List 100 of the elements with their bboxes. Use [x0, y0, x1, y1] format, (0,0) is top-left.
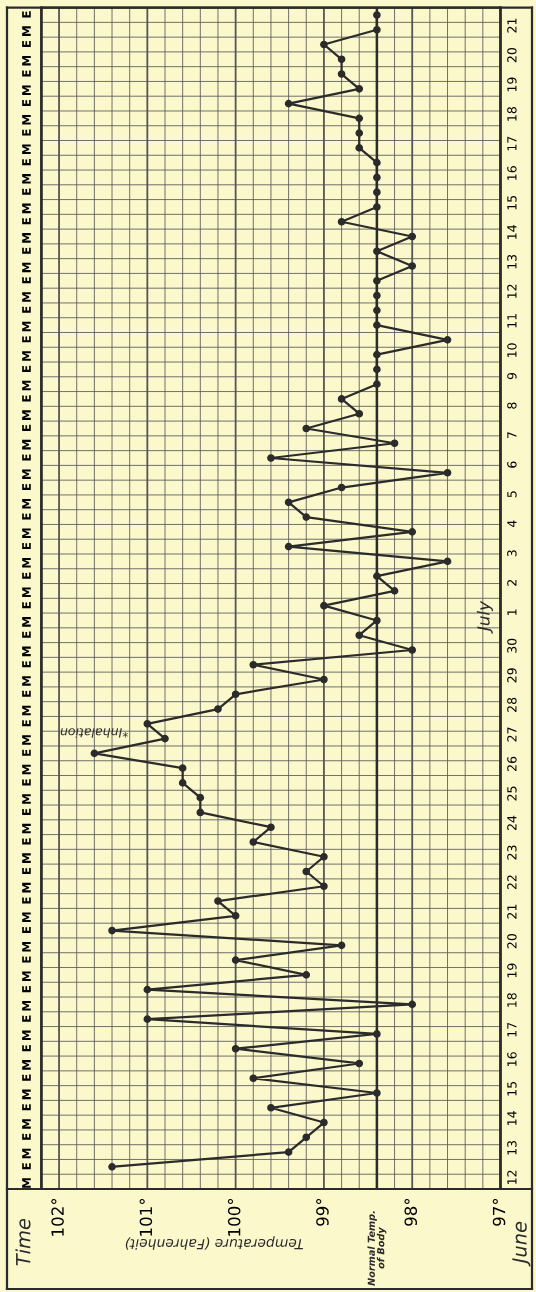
y2-tick-label: 28 — [507, 697, 517, 712]
y-tick-label: E — [22, 956, 31, 963]
y2-tick-label: 12 — [507, 284, 517, 298]
y-tick-label: E — [22, 749, 31, 756]
y-tick-label: E — [22, 483, 31, 491]
y-tick-label: E — [22, 70, 31, 77]
y-tick-label: E — [22, 306, 31, 313]
y2-tick-label: 10 — [507, 343, 517, 358]
y-tick-label: M — [22, 823, 31, 834]
y-tick-label: E — [22, 1045, 31, 1052]
x-tick-label: 97° — [492, 1198, 506, 1226]
y2-tick-label: 19 — [507, 77, 517, 92]
y-tick-label: E — [22, 661, 31, 668]
x-tick-label: 98° — [404, 1198, 418, 1226]
y-tick-label: M — [22, 380, 31, 391]
y-tick-label: M — [22, 55, 31, 66]
y2-tick-label: 4 — [507, 520, 517, 528]
y-tick-label: E — [22, 1074, 31, 1081]
y-tick-label: E — [22, 572, 31, 579]
y-tick-label: E — [22, 926, 31, 934]
y-tick-label: E — [22, 808, 31, 815]
y-tick-label: M — [22, 528, 31, 539]
y2-tick-label: 16 — [507, 166, 517, 180]
y2-tick-label: 14 — [507, 225, 517, 239]
annotation: *Inhalation — [60, 728, 129, 738]
y-tick-label: M — [22, 144, 31, 155]
y-tick-label: M — [22, 410, 31, 420]
y-tick-label: E — [22, 1163, 31, 1170]
y-tick-label: E — [22, 159, 31, 166]
y-tick-label: M — [22, 439, 31, 450]
y-tick-label: M — [22, 1060, 31, 1070]
y-tick-label: E — [22, 1133, 31, 1140]
y-tick-label: E — [22, 247, 31, 254]
y-tick-label: M — [22, 617, 31, 627]
y2-tick-label: 23 — [507, 845, 517, 860]
y-tick-label: E — [22, 129, 31, 136]
y-tick-label: M — [22, 321, 31, 332]
y2-tick-label: 30 — [507, 638, 517, 653]
y-tick-label: E — [22, 395, 31, 402]
y2-tick-label: 21 — [507, 18, 517, 33]
y-tick-label: E — [22, 336, 31, 343]
y-tick-label: M — [22, 705, 31, 716]
y2-tick-label: 24 — [507, 815, 517, 831]
annotation: July — [476, 600, 493, 634]
y-tick-label: M — [22, 971, 31, 982]
y2-tick-label: 18 — [507, 107, 517, 121]
text: June — [512, 1221, 531, 1267]
y2-tick-label: 8 — [507, 402, 517, 409]
y-tick-label: M — [22, 912, 31, 922]
y-tick-label: M — [22, 262, 31, 273]
y2-tick-label: 20 — [507, 934, 517, 949]
y-tick-label: M — [22, 557, 31, 568]
y2-tick-label: 6 — [507, 461, 517, 468]
y-tick-label: E — [22, 188, 31, 195]
y-tick-label: E — [22, 40, 31, 48]
ref-line-label: Normal Temp. of Body — [367, 1211, 387, 1286]
x-tick-label: 100° — [227, 1198, 241, 1236]
y2-tick-label: 9 — [507, 372, 517, 380]
y-tick-label: E — [22, 513, 31, 520]
y-tick-label: E — [22, 99, 31, 107]
y2-tick-label: 22 — [507, 875, 517, 890]
y-axis-title: Time — [15, 1218, 31, 1266]
y2-tick-label: 12 — [507, 1170, 517, 1185]
y-tick-label: M — [22, 676, 31, 686]
x-tick-label: 102° — [51, 1198, 64, 1236]
y-tick-label: E — [22, 720, 31, 727]
y-tick-label: E — [22, 218, 31, 225]
y-tick-label: E — [22, 454, 31, 461]
y-tick-label: E — [22, 542, 31, 550]
y2-tick-label: 27 — [507, 727, 517, 742]
y2-tick-label: 18 — [507, 993, 517, 1007]
y-tick-label: E — [22, 779, 31, 786]
y2-tick-label: 29 — [507, 668, 517, 683]
y2-tick-label: 15 — [507, 1081, 517, 1096]
y-tick-label: M — [22, 735, 31, 745]
y-tick-label: E — [22, 1015, 31, 1022]
x-tick-label: 101° — [139, 1198, 153, 1236]
y-tick-label: E — [22, 11, 31, 18]
y-tick-label: M — [22, 1001, 31, 1011]
y-tick-label: M — [22, 233, 31, 243]
y2-tick-label: 5 — [507, 491, 517, 498]
y2-tick-label: 20 — [507, 47, 517, 63]
y-tick-label: M — [22, 469, 31, 479]
y-tick-label: M — [22, 646, 31, 657]
y-tick-label: E — [22, 897, 31, 904]
y2-tick-label: 2 — [507, 580, 517, 586]
y-tick-label: M — [22, 292, 31, 302]
y2-tick-label: 13 — [507, 1140, 517, 1155]
y-tick-label: E — [22, 631, 31, 638]
y-tick-label: E — [22, 838, 31, 845]
y-tick-label: E — [22, 365, 31, 372]
y2-tick-label: 17 — [507, 136, 517, 151]
y-tick-label: E — [22, 986, 31, 993]
y2-tick-label: 1 — [507, 609, 517, 615]
y2-tick-label: 19 — [507, 963, 517, 978]
y-tick-label: M — [22, 882, 31, 893]
y2-tick-label: 11 — [507, 314, 517, 328]
x-axis-title: Temperature (Fahrenheit) — [125, 1236, 304, 1250]
y2-tick-label: 17 — [507, 1022, 517, 1037]
y-tick-label: M — [22, 764, 31, 775]
